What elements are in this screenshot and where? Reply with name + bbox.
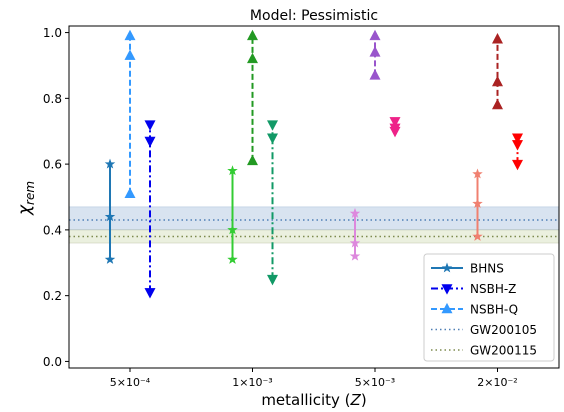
x-tick-label: 2×10⁻² (477, 376, 517, 389)
y-tick-label: 0.0 (43, 355, 62, 369)
legend: BHNS NSBH-Z NSBH-Q GW200105 GW200115 (423, 253, 555, 362)
data-point (227, 254, 238, 264)
y-tick-label: 0.2 (43, 289, 62, 303)
legend-box (423, 253, 555, 362)
data-point (104, 254, 116, 264)
series-layer (104, 29, 523, 299)
data-point (369, 29, 381, 41)
data-point (349, 207, 361, 218)
series-bhns-1 (227, 165, 238, 264)
data-point (492, 33, 503, 44)
data-point (267, 133, 278, 144)
data-point (349, 250, 361, 261)
data-point (492, 98, 503, 110)
legend-entry-gw200105: GW200105 (431, 323, 537, 337)
legend-marker (441, 262, 453, 273)
data-point (492, 75, 503, 87)
data-point (144, 120, 156, 131)
legend-entry-bhns: BHNS (431, 262, 504, 276)
y-axis-label: χrem (15, 181, 37, 216)
series-nsbh-z-2 (389, 117, 401, 138)
legend-entries: BHNS NSBH-Z NSBH-Q GW200105 GW200115 (431, 262, 537, 358)
data-point (124, 49, 136, 60)
data-point (144, 136, 156, 148)
y-tick-label: 0.4 (43, 223, 62, 237)
data-point (472, 231, 483, 241)
legend-label: GW200105 (470, 323, 537, 337)
data-point (104, 158, 116, 169)
data-point (124, 187, 136, 199)
data-point (104, 211, 116, 222)
legend-entry-nsbh-z: NSBH-Z (431, 282, 516, 296)
data-point (227, 224, 238, 235)
data-point (369, 69, 381, 80)
data-point (247, 29, 258, 41)
series-nsbh-q-1 (247, 29, 258, 166)
legend-entry-nsbh-q: NSBH-Q (431, 303, 518, 317)
data-point (144, 288, 156, 299)
legend-marker (441, 284, 453, 295)
series-bhns-2 (349, 207, 361, 261)
data-point (227, 165, 238, 176)
legend-label: NSBH-Z (470, 282, 516, 296)
data-point (267, 120, 278, 131)
x-tick-label: 5×10⁻³ (355, 376, 395, 389)
series-nsbh-z-1 (267, 120, 278, 286)
x-axis-label: metallicity (Z) (261, 391, 366, 409)
y-tick-label: 0.6 (43, 158, 62, 172)
data-point (472, 198, 483, 209)
data-point (349, 237, 361, 248)
x-axis: 5×10⁻⁴ 1×10⁻³ 5×10⁻³ 2×10⁻² (110, 368, 518, 389)
y-tick-label: 0.8 (43, 92, 62, 106)
data-point (369, 46, 381, 57)
band-gw200105 (68, 206, 560, 231)
series-nsbh-q-2 (369, 29, 381, 80)
legend-label: BHNS (470, 262, 504, 276)
legend-entry-gw200115: GW200115 (431, 344, 537, 358)
data-point (247, 154, 258, 166)
series-nsbh-z-3 (512, 133, 523, 171)
x-tick-label: 1×10⁻³ (232, 376, 272, 389)
plot-frame (68, 25, 560, 369)
data-point (512, 133, 523, 144)
data-point (267, 274, 278, 286)
series-nsbh-z-0 (144, 120, 156, 299)
y-tick-label: 1.0 (43, 26, 62, 40)
legend-label: GW200115 (470, 344, 537, 358)
data-point (124, 29, 136, 41)
reference-bands (68, 206, 560, 244)
series-nsbh-q-3 (492, 33, 503, 110)
series-bhns-0 (104, 158, 116, 264)
data-point (247, 52, 258, 64)
legend-marker (441, 302, 453, 314)
chart-title: Model: Pessimistic (250, 8, 378, 24)
legend-label: NSBH-Q (470, 303, 518, 317)
y-axis: 0.0 0.2 0.4 0.6 0.8 1.0 (43, 26, 69, 369)
data-point (472, 168, 483, 179)
series-nsbh-q-0 (124, 29, 136, 199)
x-tick-label: 5×10⁻⁴ (110, 376, 151, 389)
series-bhns-3 (472, 168, 483, 241)
data-point (389, 117, 401, 128)
data-point (512, 159, 523, 171)
